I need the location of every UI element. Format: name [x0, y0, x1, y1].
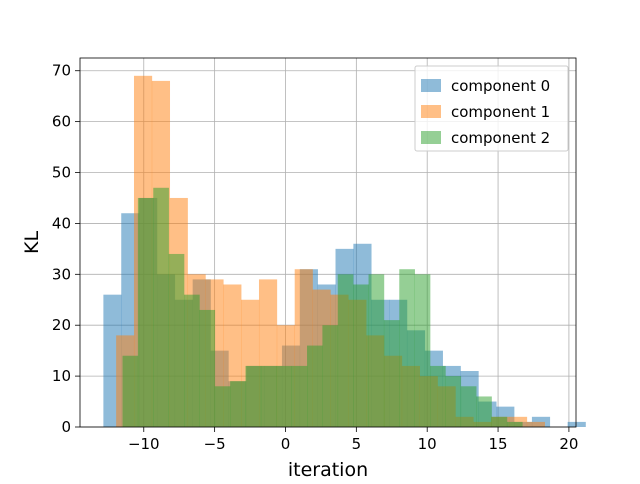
y-tick-label: 50 [52, 164, 71, 182]
histogram-bar [414, 274, 431, 427]
y-tick-label: 70 [52, 62, 71, 80]
histogram-bar [291, 365, 308, 427]
x-tick-label: −10 [128, 435, 160, 453]
histogram-bar [214, 386, 231, 427]
histogram-bar [506, 421, 523, 427]
y-tick-label: 20 [52, 316, 71, 334]
x-tick-label: 15 [489, 435, 508, 453]
x-tick-label: 20 [559, 435, 578, 453]
legend-swatch [421, 79, 441, 92]
x-tick-label: 0 [281, 435, 291, 453]
histogram-bar [368, 274, 385, 427]
histogram-bar [322, 325, 339, 427]
y-axis-label: KL [21, 231, 43, 254]
histogram-bar [168, 253, 185, 427]
histogram-bar [476, 396, 492, 427]
legend-swatch [421, 131, 441, 144]
ticks-layer: −10 −5 0 5 10 15 20 0 10 20 30 40 50 60 70 [52, 62, 579, 453]
y-tick-label: 0 [61, 418, 71, 436]
legend-label: component 0 [451, 77, 550, 95]
histogram-bar [445, 376, 462, 427]
histogram-bar [399, 269, 415, 427]
histogram-bar [353, 284, 369, 427]
y-tick-label: 40 [52, 214, 71, 232]
histogram-bar [337, 274, 354, 427]
histogram-bar [137, 197, 154, 427]
histogram-bar [307, 345, 323, 427]
histogram-bar [122, 355, 139, 427]
y-tick-label: 60 [52, 113, 71, 131]
y-tick-label: 30 [52, 265, 71, 283]
y-tick-label: 10 [52, 367, 71, 385]
plot-frame [79, 57, 577, 428]
x-tick-label: −5 [204, 435, 226, 453]
bars-layer [103, 75, 586, 428]
histogram-bar [383, 320, 400, 427]
legend-label: component 1 [451, 103, 550, 121]
x-tick-label: 5 [352, 435, 362, 453]
histogram-bar [245, 365, 262, 427]
histogram-bar [230, 381, 246, 427]
histogram-bar [526, 421, 545, 427]
histogram-bar [199, 309, 216, 427]
histogram-bar [460, 386, 477, 427]
histogram-bar [153, 187, 169, 427]
x-axis-label: iteration [288, 459, 368, 480]
legend-label: component 2 [451, 129, 550, 147]
histogram-bar [184, 294, 200, 427]
histogram-bar [567, 421, 586, 427]
x-tick-label: 10 [418, 435, 437, 453]
legend-box [414, 65, 569, 152]
legend-swatch [421, 105, 441, 118]
histogram-bar [260, 365, 277, 427]
histogram-bar [276, 365, 292, 427]
legend: component 0 component 1 component 2 [414, 65, 569, 152]
histogram-bar [430, 365, 446, 427]
histogram-bar [491, 416, 508, 427]
